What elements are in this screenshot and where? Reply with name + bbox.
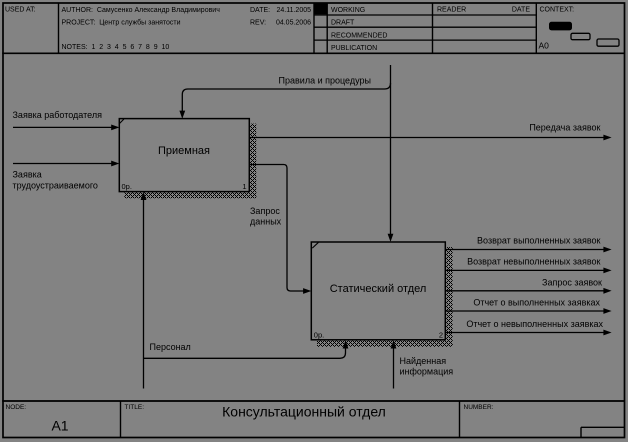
- svg-text:REV:: REV:: [250, 19, 266, 26]
- svg-text:0р.: 0р.: [314, 331, 324, 340]
- svg-text:NUMBER:: NUMBER:: [464, 404, 494, 411]
- svg-text:AUTHOR: Самусенко Александр В: AUTHOR: Самусенко Александр Владимирович: [62, 7, 221, 14]
- svg-text:Заявка: Заявка: [13, 170, 42, 180]
- svg-text:Статический отдел: Статический отдел: [330, 283, 427, 295]
- svg-text:1: 1: [242, 182, 246, 191]
- svg-text:PUBLICATION: PUBLICATION: [331, 45, 377, 52]
- svg-text:WORKING: WORKING: [331, 7, 365, 14]
- svg-text:Передача заявок: Передача заявок: [529, 122, 600, 132]
- svg-text:2: 2: [439, 331, 443, 340]
- svg-text:NODE:: NODE:: [6, 404, 27, 411]
- svg-text:Отчет о невыполненных заявках: Отчет о невыполненных заявках: [466, 319, 603, 329]
- svg-text:Консультационный отдел: Консультационный отдел: [222, 403, 386, 419]
- svg-text:DATE:: DATE:: [250, 7, 270, 14]
- svg-text:информация: информация: [400, 366, 454, 376]
- svg-text:0р.: 0р.: [122, 182, 132, 191]
- svg-text:Правила и процедуры: Правила и процедуры: [279, 76, 371, 86]
- svg-text:DATE: DATE: [512, 6, 530, 13]
- svg-text:Отчет о выполненных заявках: Отчет о выполненных заявках: [473, 298, 600, 308]
- svg-text:Заявка работодателя: Заявка работодателя: [13, 110, 103, 120]
- svg-text:USED AT:: USED AT:: [5, 7, 36, 14]
- svg-text:NOTES: 1 2 3 4 5 6 7 8: NOTES: 1 2 3 4 5 6 7 8 9 10: [62, 44, 170, 51]
- svg-text:READER: READER: [437, 6, 466, 13]
- svg-text:A0: A0: [539, 41, 550, 51]
- svg-text:Найденная: Найденная: [400, 356, 447, 366]
- svg-text:PROJECT: Центр службы занятос: PROJECT: Центр службы занятости: [62, 18, 181, 26]
- svg-text:Запрос заявок: Запрос заявок: [542, 278, 602, 288]
- svg-text:Приемная: Приемная: [158, 145, 210, 157]
- svg-text:CONTEXT:: CONTEXT:: [540, 7, 575, 14]
- svg-text:данных: данных: [250, 217, 282, 227]
- svg-text:DRAFT: DRAFT: [331, 20, 355, 27]
- svg-text:24.11.2005: 24.11.2005: [276, 7, 311, 14]
- svg-text:Персонал: Персонал: [150, 342, 191, 352]
- svg-text:Возврат выполненных заявок: Возврат выполненных заявок: [477, 236, 601, 246]
- svg-text:A1: A1: [51, 417, 68, 433]
- svg-text:TITLE:: TITLE:: [125, 404, 145, 411]
- svg-text:RECOMMENDED: RECOMMENDED: [331, 32, 387, 39]
- svg-text:Запрос: Запрос: [250, 206, 280, 216]
- svg-text:трудоустраиваемого: трудоустраиваемого: [13, 180, 98, 190]
- svg-text:04.05.2006: 04.05.2006: [276, 19, 311, 26]
- svg-text:Возврат невыполненных заявок: Возврат невыполненных заявок: [467, 257, 600, 267]
